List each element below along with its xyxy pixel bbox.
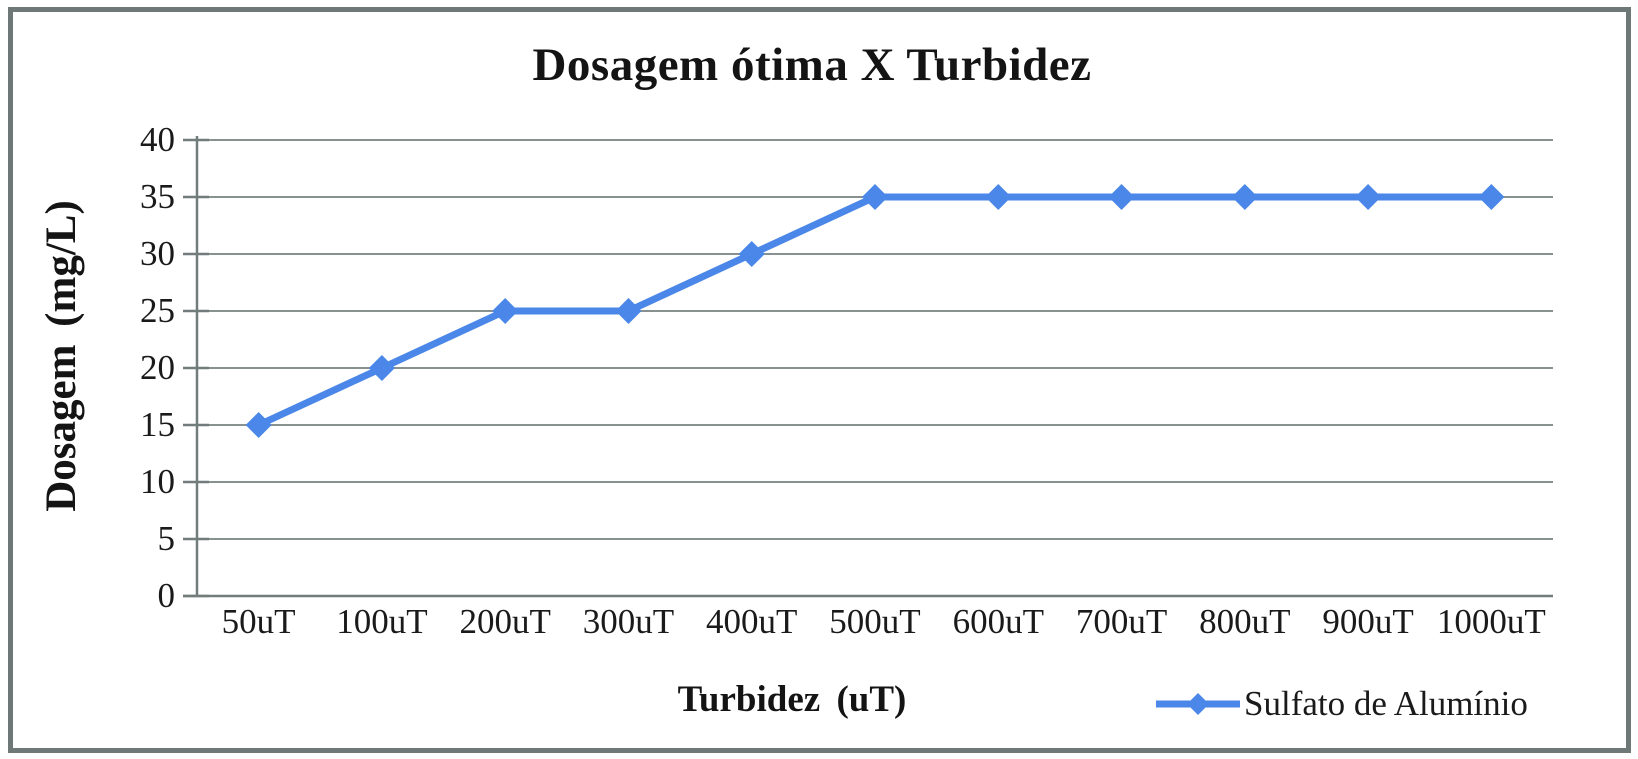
data-point-marker (985, 184, 1012, 210)
legend: Sulfato de Alumínio (1156, 684, 1528, 724)
x-tick-label: 900uT (1322, 602, 1414, 641)
y-tick-label: 30 (140, 234, 175, 273)
x-tick-label: 800uT (1199, 602, 1291, 641)
y-tick-label: 25 (140, 291, 175, 330)
x-tick-label: 300uT (582, 602, 675, 641)
x-tick-label: 200uT (459, 602, 551, 641)
data-point-marker (862, 184, 888, 210)
x-tick-label: 400uT (706, 602, 798, 641)
y-tick-label: 15 (140, 405, 175, 444)
x-tick-label: 100uT (336, 602, 428, 641)
data-point-marker (1231, 184, 1258, 210)
x-tick-label: 600uT (952, 602, 1044, 641)
y-tick-label: 20 (140, 348, 175, 387)
chart-border-frame (8, 7, 1631, 753)
data-point-marker (615, 298, 642, 324)
y-tick-label: 35 (140, 177, 175, 216)
legend-series-label: Sulfato de Alumínio (1244, 684, 1528, 723)
x-tick-label: 1000uT (1436, 602, 1546, 641)
chart-title: Dosagem ótima X Turbidez (532, 39, 1092, 91)
y-tick-label: 5 (157, 519, 176, 558)
y-tick-label: 10 (140, 462, 175, 501)
data-point-marker (245, 412, 272, 438)
data-point-marker (738, 241, 765, 267)
x-axis-title: Turbidez (uT) (677, 679, 907, 720)
legend-series-marker-icon (1156, 693, 1240, 715)
x-tick-label: 50uT (221, 602, 296, 641)
data-point-marker (492, 298, 519, 324)
data-point-marker (1355, 184, 1382, 210)
data-point-marker (368, 355, 395, 381)
y-tick-label: 40 (140, 120, 175, 159)
x-tick-label: 500uT (829, 602, 921, 641)
y-tick-label: 0 (157, 576, 176, 615)
x-tick-label: 700uT (1075, 602, 1168, 641)
data-point-marker (1478, 184, 1505, 210)
legend-diamond-icon (1187, 693, 1209, 715)
data-point-marker (1108, 184, 1135, 210)
